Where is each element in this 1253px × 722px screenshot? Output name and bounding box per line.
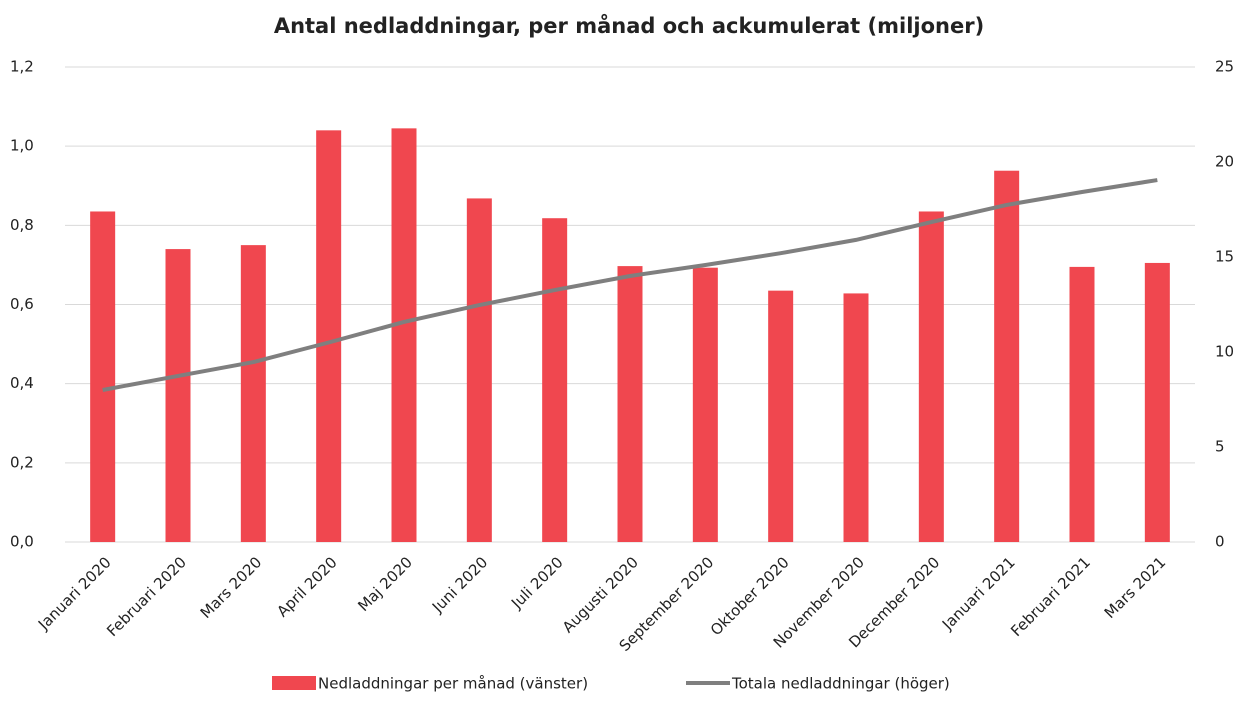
y2-tick-label: 5 — [1215, 438, 1225, 456]
x-tick-label: Februari 2021 — [1007, 553, 1094, 640]
y2-tick-label: 0 — [1215, 533, 1225, 551]
x-tick-label: Mars 2020 — [197, 553, 266, 622]
bar — [466, 198, 492, 542]
bar — [843, 293, 869, 542]
x-tick-label: Oktober 2020 — [707, 553, 793, 639]
x-tick-label: Juli 2020 — [507, 553, 567, 613]
y-tick-label: 0,6 — [10, 295, 34, 313]
x-tick-label: Augusti 2020 — [559, 553, 642, 636]
bar — [617, 266, 643, 542]
bar — [316, 130, 342, 543]
y2-tick-label: 20 — [1215, 153, 1234, 171]
legend-swatch — [272, 676, 316, 690]
x-tick-label: Februari 2020 — [103, 553, 190, 640]
y-tick-label: 0,8 — [10, 216, 34, 234]
bar — [994, 170, 1020, 543]
bar — [918, 211, 944, 542]
y-tick-label: 1,2 — [10, 58, 34, 76]
x-tick-label: Januari 2021 — [938, 553, 1019, 634]
y-tick-label: 0,4 — [10, 374, 34, 392]
y-tick-label: 0,0 — [10, 533, 34, 551]
y2-tick-label: 10 — [1215, 343, 1234, 361]
x-tick-label: Januari 2020 — [34, 553, 115, 634]
chart-title: Antal nedladdningar, per månad och ackum… — [274, 13, 984, 38]
legend-label: Nedladdningar per månad (vänster) — [318, 675, 588, 693]
bar — [768, 290, 794, 542]
x-tick-label: Juni 2020 — [428, 553, 491, 616]
bar — [165, 249, 191, 543]
bar — [692, 267, 718, 542]
x-tick-label: Mars 2021 — [1101, 553, 1170, 622]
bar — [1144, 262, 1170, 542]
x-tick-label: April 2020 — [273, 553, 340, 620]
bar — [1069, 266, 1095, 542]
y-tick-label: 1,0 — [10, 137, 34, 155]
bar — [391, 128, 417, 542]
y2-tick-label: 25 — [1215, 58, 1234, 76]
legend-label: Totala nedladdningar (höger) — [731, 675, 950, 693]
line — [102, 178, 1158, 392]
x-tick-label: Maj 2020 — [354, 553, 416, 615]
bar — [240, 245, 266, 542]
y-tick-label: 0,2 — [10, 453, 34, 471]
y2-tick-label: 15 — [1215, 248, 1234, 266]
bar — [542, 218, 568, 543]
bar — [90, 211, 116, 542]
